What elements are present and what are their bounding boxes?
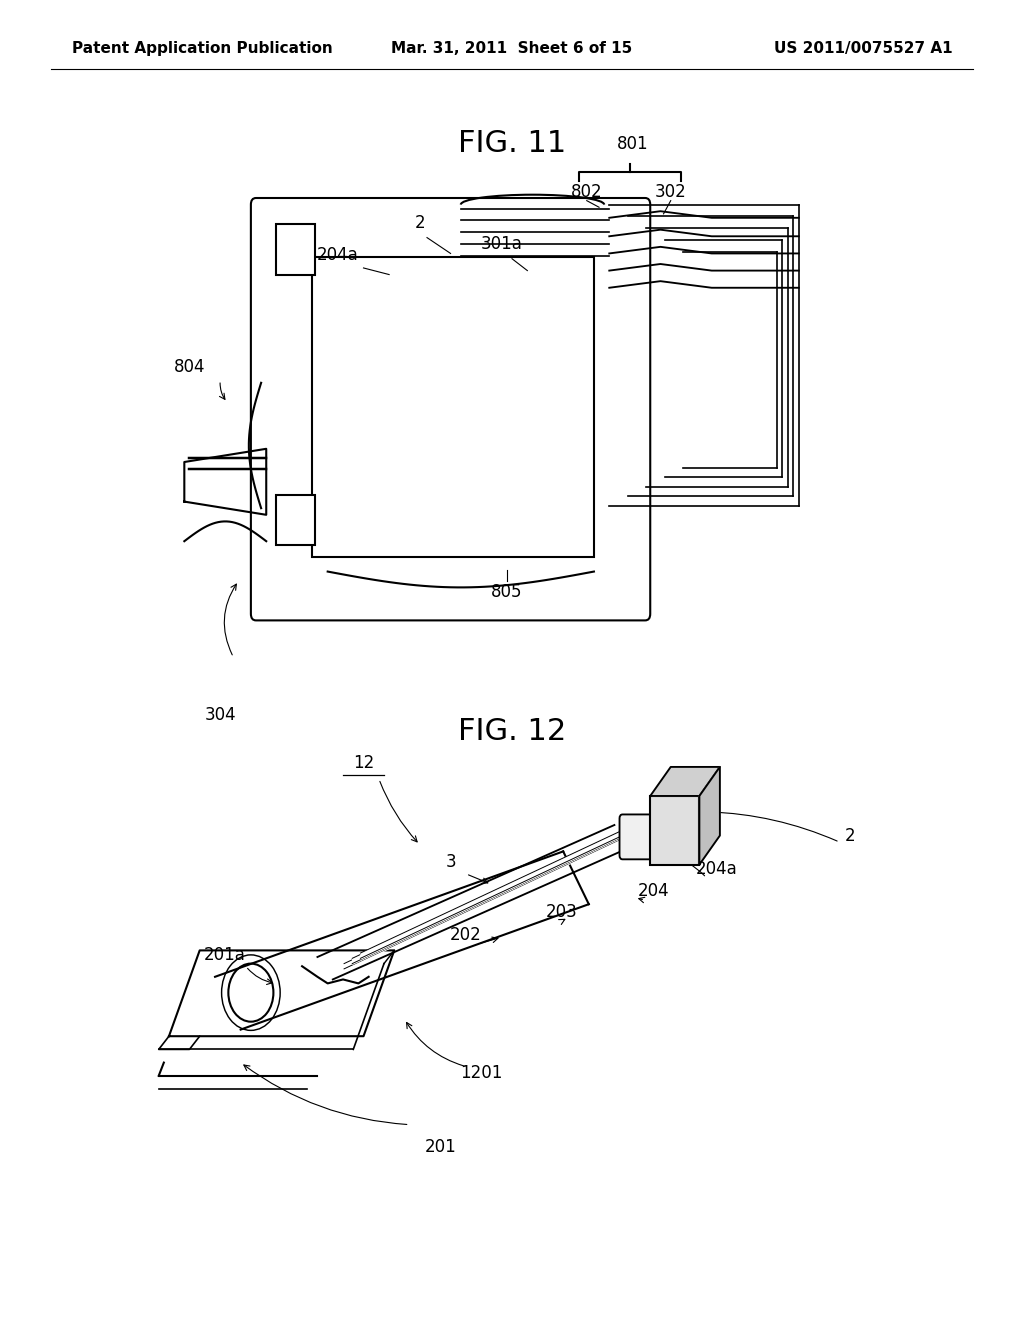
Text: FIG. 11: FIG. 11 bbox=[458, 129, 566, 158]
Text: 801: 801 bbox=[617, 135, 648, 153]
Text: 304: 304 bbox=[205, 706, 236, 725]
Bar bbox=[276, 495, 315, 545]
Text: 2: 2 bbox=[845, 826, 855, 845]
Text: Patent Application Publication: Patent Application Publication bbox=[72, 41, 333, 57]
Text: 802: 802 bbox=[571, 182, 602, 201]
Polygon shape bbox=[650, 767, 720, 796]
Text: 2: 2 bbox=[415, 214, 425, 232]
Text: 202: 202 bbox=[450, 925, 482, 944]
Text: 805: 805 bbox=[492, 583, 522, 602]
Text: 201a: 201a bbox=[204, 945, 246, 964]
Text: 1201: 1201 bbox=[460, 1064, 503, 1082]
Text: 301a: 301a bbox=[481, 235, 522, 253]
Text: 204: 204 bbox=[638, 882, 669, 900]
Text: 12: 12 bbox=[353, 754, 374, 772]
Polygon shape bbox=[699, 767, 720, 865]
Text: 203: 203 bbox=[545, 903, 578, 921]
Text: 302: 302 bbox=[654, 182, 687, 201]
FancyBboxPatch shape bbox=[251, 198, 650, 620]
Text: 3: 3 bbox=[445, 853, 456, 871]
Text: 201: 201 bbox=[424, 1138, 457, 1156]
Text: US 2011/0075527 A1: US 2011/0075527 A1 bbox=[774, 41, 952, 57]
Bar bbox=[650, 796, 699, 865]
Text: 204a: 204a bbox=[696, 859, 737, 878]
Text: 804: 804 bbox=[174, 358, 205, 376]
Text: 204a: 204a bbox=[317, 246, 358, 264]
Text: Mar. 31, 2011  Sheet 6 of 15: Mar. 31, 2011 Sheet 6 of 15 bbox=[391, 41, 633, 57]
FancyBboxPatch shape bbox=[620, 814, 654, 859]
Bar bbox=[276, 224, 315, 275]
Text: FIG. 12: FIG. 12 bbox=[458, 717, 566, 746]
Bar bbox=[312, 257, 594, 557]
